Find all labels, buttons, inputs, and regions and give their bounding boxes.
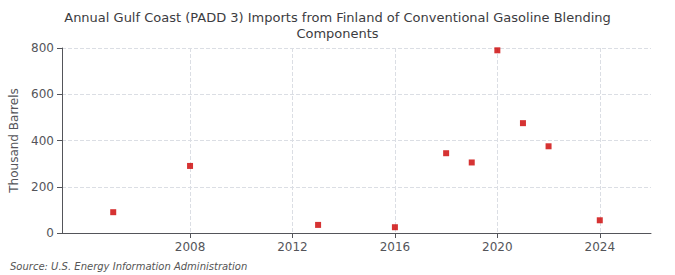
svg-text:0: 0: [46, 226, 54, 240]
svg-text:Thousand Barrels: Thousand Barrels: [7, 88, 21, 193]
svg-text:Source: U.S. Energy Informatio: Source: U.S. Energy Information Administ…: [10, 261, 247, 272]
svg-text:200: 200: [31, 180, 54, 194]
svg-text:2008: 2008: [175, 240, 206, 254]
svg-text:2024: 2024: [585, 240, 616, 254]
svg-text:Annual Gulf Coast (PADD 3) Imp: Annual Gulf Coast (PADD 3) Imports from …: [64, 10, 611, 25]
svg-text:800: 800: [31, 41, 54, 55]
svg-text:2012: 2012: [277, 240, 308, 254]
svg-text:2016: 2016: [380, 240, 411, 254]
svg-text:600: 600: [31, 87, 54, 101]
svg-text:400: 400: [31, 134, 54, 148]
svg-text:2020: 2020: [482, 240, 513, 254]
svg-text:Components: Components: [296, 26, 378, 41]
